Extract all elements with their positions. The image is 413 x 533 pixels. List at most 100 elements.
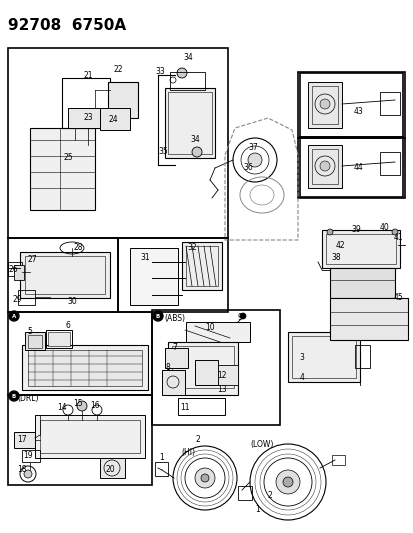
- Circle shape: [195, 468, 214, 488]
- Bar: [40, 420, 140, 453]
- Text: 38: 38: [330, 254, 340, 262]
- Text: 35: 35: [158, 148, 167, 157]
- Bar: [299, 137, 402, 197]
- Bar: [100, 108, 130, 130]
- Text: 42: 42: [335, 240, 344, 249]
- Bar: [329, 298, 407, 340]
- Bar: [237, 486, 252, 500]
- Bar: [307, 145, 341, 188]
- Bar: [100, 458, 125, 478]
- Circle shape: [319, 161, 329, 171]
- Text: 34: 34: [183, 53, 192, 62]
- Text: 12: 12: [217, 370, 226, 379]
- Bar: [8, 312, 152, 395]
- Text: 20: 20: [105, 465, 114, 474]
- Text: 1: 1: [159, 454, 164, 463]
- Bar: [14, 265, 24, 280]
- Bar: [68, 108, 100, 128]
- Circle shape: [275, 470, 299, 494]
- Ellipse shape: [247, 153, 261, 167]
- Text: 45: 45: [392, 294, 402, 303]
- Bar: [331, 455, 344, 465]
- Bar: [168, 342, 237, 395]
- Bar: [299, 73, 402, 137]
- Bar: [28, 350, 142, 386]
- Ellipse shape: [24, 470, 32, 478]
- Text: 37: 37: [247, 143, 257, 152]
- Bar: [307, 82, 341, 128]
- Text: 7: 7: [172, 343, 177, 352]
- Circle shape: [319, 99, 329, 109]
- Text: (ABS): (ABS): [164, 313, 185, 322]
- Circle shape: [9, 311, 19, 321]
- Bar: [18, 290, 35, 305]
- Circle shape: [192, 147, 202, 157]
- Bar: [218, 365, 237, 385]
- Bar: [321, 230, 399, 268]
- Circle shape: [201, 474, 209, 482]
- Bar: [25, 332, 45, 350]
- Bar: [108, 82, 138, 118]
- Text: 2: 2: [195, 435, 200, 445]
- Text: 39: 39: [350, 225, 360, 235]
- Text: 14: 14: [57, 402, 66, 411]
- Bar: [178, 398, 224, 415]
- Circle shape: [282, 477, 292, 487]
- Bar: [297, 72, 404, 138]
- Bar: [329, 268, 394, 298]
- Bar: [25, 256, 105, 294]
- Text: 19: 19: [23, 450, 33, 459]
- Text: 3: 3: [299, 353, 304, 362]
- Text: 2: 2: [267, 490, 272, 499]
- Text: 6: 6: [65, 321, 70, 330]
- Circle shape: [240, 313, 245, 319]
- Text: A: A: [12, 313, 16, 319]
- Text: 9: 9: [237, 313, 242, 322]
- Bar: [22, 450, 40, 462]
- Bar: [165, 348, 188, 368]
- Text: 15: 15: [73, 399, 83, 408]
- Bar: [161, 370, 185, 395]
- Text: 18: 18: [17, 465, 27, 474]
- Text: 13: 13: [217, 385, 226, 394]
- Bar: [46, 330, 72, 348]
- Bar: [287, 332, 359, 382]
- Text: 30: 30: [67, 297, 77, 306]
- Circle shape: [77, 401, 87, 411]
- Text: 26: 26: [8, 265, 18, 274]
- Text: 27: 27: [27, 255, 37, 264]
- Bar: [118, 238, 228, 312]
- Text: (HI): (HI): [180, 448, 195, 457]
- Text: 17: 17: [17, 435, 27, 445]
- Bar: [291, 336, 355, 378]
- Bar: [182, 242, 221, 290]
- Bar: [14, 432, 35, 448]
- Bar: [379, 92, 399, 115]
- Circle shape: [177, 68, 187, 78]
- Circle shape: [153, 311, 163, 321]
- Bar: [48, 332, 70, 346]
- Bar: [22, 345, 147, 390]
- Text: 1: 1: [255, 505, 260, 514]
- Bar: [20, 252, 110, 298]
- Bar: [165, 88, 214, 158]
- Text: 36: 36: [242, 164, 252, 173]
- Text: (LOW): (LOW): [250, 440, 273, 449]
- Circle shape: [391, 229, 397, 235]
- Bar: [297, 138, 404, 198]
- Text: 24: 24: [108, 116, 118, 125]
- Text: 34: 34: [190, 135, 199, 144]
- Text: 11: 11: [180, 403, 189, 413]
- Text: 4: 4: [299, 374, 304, 383]
- Bar: [168, 92, 211, 154]
- Bar: [152, 310, 279, 425]
- Text: 28: 28: [73, 244, 83, 253]
- Text: 40: 40: [379, 223, 389, 232]
- Bar: [130, 248, 178, 305]
- Text: 23: 23: [83, 114, 93, 123]
- Text: 41: 41: [392, 233, 402, 243]
- Text: 16: 16: [90, 401, 100, 410]
- Bar: [8, 48, 228, 238]
- Bar: [35, 415, 145, 458]
- Text: 32: 32: [187, 244, 196, 253]
